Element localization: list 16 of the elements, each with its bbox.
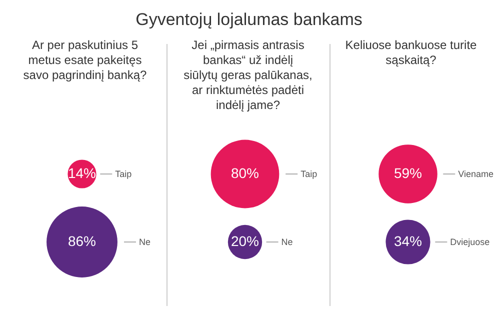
data-label: 80% [230, 165, 260, 181]
data-label: 20% [230, 233, 260, 249]
category-label: Ne [281, 237, 293, 247]
text: Ar per paskutinius 5 metus esate pakeitęs savo pagrindinį banką? [23, 38, 148, 82]
text: Keliuose bankuose turite sąskaitą? [345, 38, 478, 67]
text: Gyventojų lojalumas bankams [136, 10, 362, 29]
category-label: Taip [115, 169, 132, 179]
data-label: 14% [68, 165, 96, 181]
category-label: Ne [139, 237, 151, 247]
data-label: 59% [394, 165, 422, 181]
text: Jei „pirmasis antrasis bankas“ už indėlį siūlytų geras palūkanas, ar rinktumėtės padėti indėlį jame? [184, 38, 312, 112]
data-label: 86% [68, 233, 96, 249]
category-label: Viename [458, 169, 494, 179]
category-label: Taip [300, 169, 318, 179]
data-label: 34% [394, 233, 422, 249]
category-label: Dviejuose [450, 237, 490, 247]
